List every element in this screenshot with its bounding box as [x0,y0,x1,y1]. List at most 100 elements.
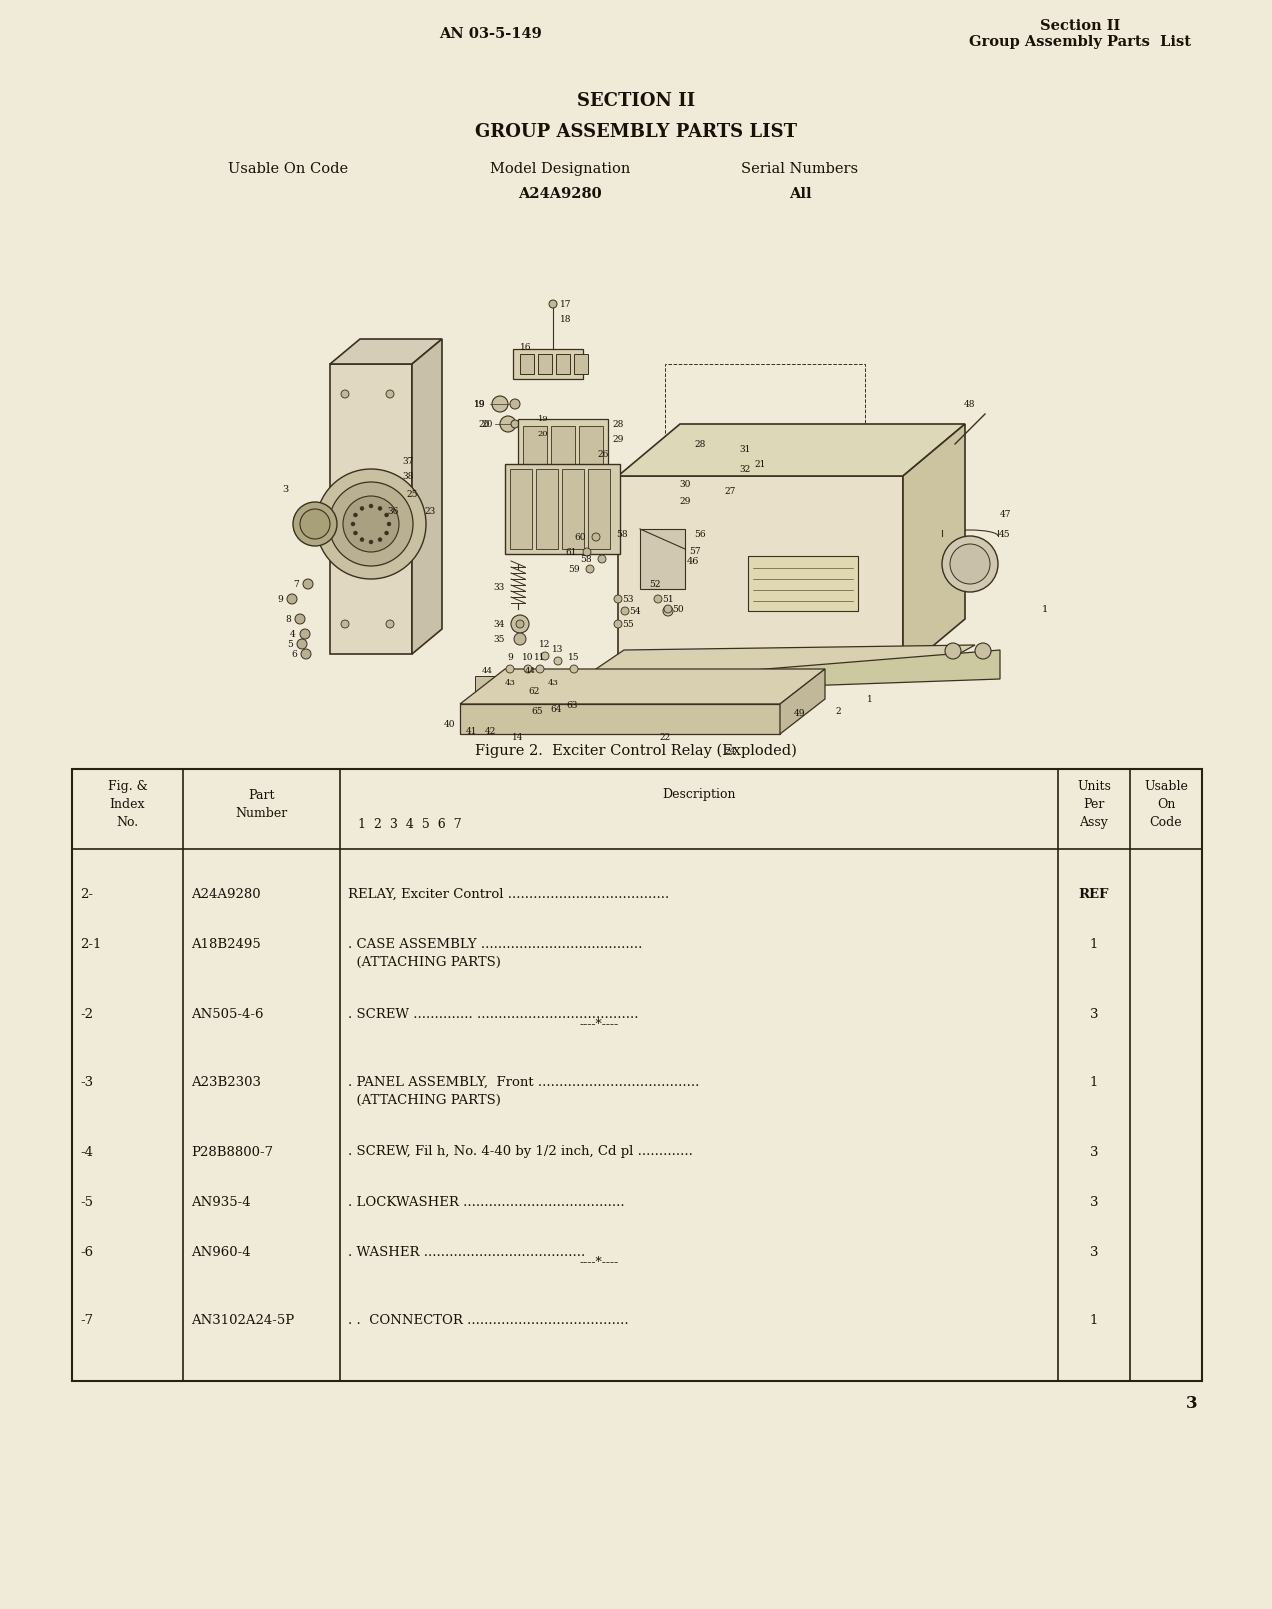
Text: 37: 37 [402,457,413,465]
Text: ----*----: ----*---- [579,1017,618,1030]
Text: 45: 45 [1000,529,1011,539]
Text: 52: 52 [649,579,660,589]
Text: Section II: Section II [1040,19,1121,34]
Text: AN935-4: AN935-4 [191,1195,251,1208]
Text: 9: 9 [508,653,513,661]
Polygon shape [780,669,826,734]
Text: Usable On Code: Usable On Code [228,163,349,175]
Text: AN 03-5-149: AN 03-5-149 [439,27,542,40]
Bar [579,426,603,475]
Text: 63: 63 [566,700,577,710]
Circle shape [524,665,532,673]
Text: 1: 1 [1090,938,1098,951]
Polygon shape [618,425,965,476]
Text: 33: 33 [494,582,505,592]
Text: 31: 31 [739,444,750,454]
Circle shape [385,619,394,628]
Text: RELAY, Exciter Control ......................................: RELAY, Exciter Control .................… [349,888,669,901]
Circle shape [385,389,394,397]
Text: A23B2303: A23B2303 [191,1075,261,1089]
Circle shape [384,531,388,536]
Text: 20: 20 [478,420,490,428]
Text: 2: 2 [836,706,841,716]
Bar [536,468,558,549]
Text: 56: 56 [695,529,706,539]
Circle shape [315,468,426,579]
Text: . SCREW, Fil h, No. 4-40 by 1/2 inch, Cd pl .............: . SCREW, Fil h, No. 4-40 by 1/2 inch, Cd… [349,1146,693,1158]
Polygon shape [329,339,441,364]
Text: . SCREW .............. ......................................: . SCREW .............. .................… [349,1007,639,1020]
Text: 43: 43 [547,679,558,687]
Circle shape [301,648,310,660]
Circle shape [945,644,962,660]
Bar [523,426,547,475]
Text: . .  CONNECTOR ......................................: . . CONNECTOR ..........................… [349,1313,628,1326]
Text: 3: 3 [1090,1245,1098,1258]
Text: 32: 32 [739,465,750,473]
Text: 65: 65 [532,706,543,716]
Text: -3: -3 [80,1075,93,1089]
Text: Group Assembly Parts  List: Group Assembly Parts List [969,35,1191,48]
Circle shape [510,399,520,409]
Text: 6: 6 [291,650,296,658]
Circle shape [384,513,388,516]
Text: 54: 54 [630,607,641,616]
Bar [474,676,499,706]
Text: 28: 28 [612,420,623,428]
Circle shape [598,555,605,563]
Text: AN505-4-6: AN505-4-6 [191,1007,263,1020]
Text: 44: 44 [524,668,536,676]
Circle shape [360,507,364,510]
Text: 58: 58 [580,555,591,563]
Circle shape [614,619,622,628]
Text: 21: 21 [754,460,766,468]
Polygon shape [903,425,965,671]
Circle shape [354,513,357,516]
Circle shape [369,504,373,508]
Text: 3: 3 [1090,1007,1098,1020]
Circle shape [303,579,313,589]
Text: (ATTACHING PARTS): (ATTACHING PARTS) [349,956,501,969]
Circle shape [480,690,495,706]
Text: 62: 62 [528,687,539,695]
Text: Serial Numbers: Serial Numbers [742,163,859,175]
Circle shape [295,615,305,624]
Text: 18: 18 [560,314,571,323]
Text: 12: 12 [539,639,551,648]
Circle shape [492,396,508,412]
Text: Usable
On
Code: Usable On Code [1144,779,1188,829]
Circle shape [514,632,527,645]
Text: 14: 14 [513,732,524,742]
Circle shape [287,594,296,603]
Text: 5: 5 [287,639,293,648]
Circle shape [522,690,538,706]
Text: 3: 3 [1090,1146,1098,1158]
Text: 22: 22 [659,732,670,742]
Text: 19: 19 [473,399,485,409]
Circle shape [544,703,561,719]
Bar [510,468,532,549]
Circle shape [387,521,391,526]
Text: All: All [789,187,812,201]
Bar [665,364,865,661]
Circle shape [502,703,518,719]
Text: -4: -4 [80,1146,93,1158]
Circle shape [641,579,649,587]
Circle shape [586,565,594,573]
Bar [329,364,412,653]
Text: -7: -7 [80,1313,93,1326]
Text: Description: Description [663,787,735,801]
Circle shape [378,537,382,542]
Circle shape [511,615,529,632]
Circle shape [536,665,544,673]
Circle shape [663,607,673,616]
Bar [73,769,1202,1381]
Text: Units
Per
Assy: Units Per Assy [1077,779,1110,829]
Text: 1: 1 [868,695,873,703]
Text: 35: 35 [494,634,505,644]
Text: 43: 43 [505,679,515,687]
Text: . CASE ASSEMBLY ......................................: . CASE ASSEMBLY ........................… [349,938,642,951]
Text: 27: 27 [724,486,735,496]
Text: A24A9280: A24A9280 [191,888,261,901]
Circle shape [555,656,562,665]
